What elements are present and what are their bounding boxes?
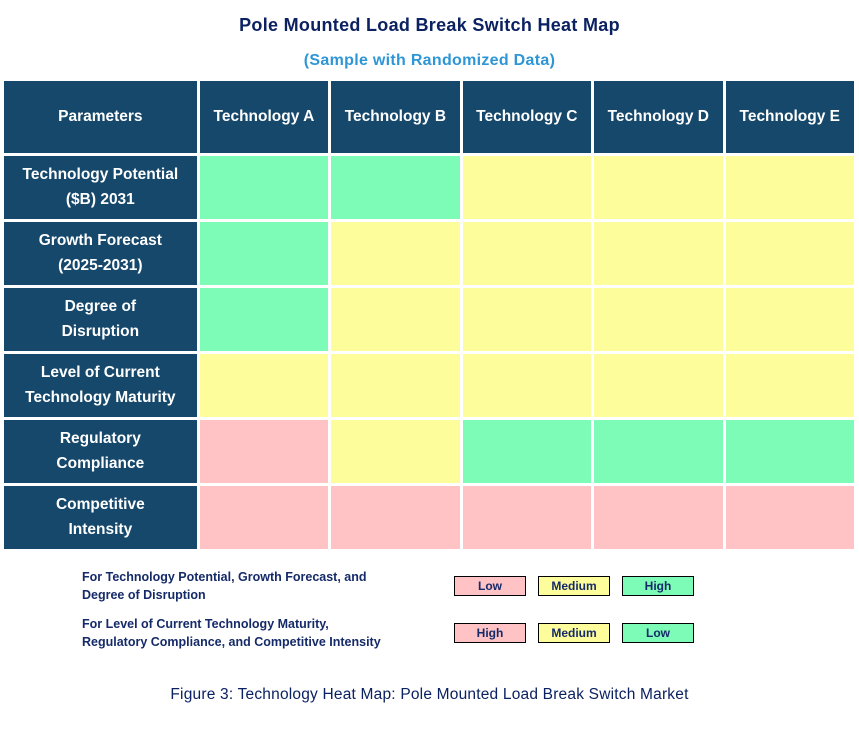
column-header-technology-a: Technology A	[199, 81, 329, 153]
row-label: Degree of Disruption	[4, 288, 197, 351]
heatmap-cell-high	[199, 222, 329, 285]
legend-group-label: For Technology Potential, Growth Forecas…	[82, 570, 367, 603]
heatmap-cell-medium	[199, 354, 329, 417]
column-header-technology-c: Technology C	[462, 81, 592, 153]
heatmap-cell-low	[199, 420, 329, 483]
heatmap-cell-medium	[331, 420, 460, 483]
heatmap-table: Parameters Technology A Technology B Techno…	[1, 78, 857, 552]
row-label: Level of Current Technology Maturity	[4, 354, 197, 417]
figure-caption: Figure 3: Technology Heat Map: Pole Moun…	[170, 685, 689, 703]
legend-swatch-high: High	[622, 576, 694, 597]
column-header-parameters: Parameters	[4, 81, 197, 153]
heatmap-cell-high	[594, 420, 723, 483]
heatmap-cell-low	[462, 486, 592, 549]
heatmap-cell-medium	[462, 354, 592, 417]
heatmap-cell-medium	[725, 222, 854, 285]
heatmap-cell-medium	[594, 156, 723, 219]
legend-swatch-low: Low	[454, 576, 526, 597]
heatmap-cell-low	[199, 486, 329, 549]
heatmap-cell-medium	[594, 354, 723, 417]
heatmap-cell-high	[331, 156, 460, 219]
row-label: Technology Potential ($B) 2031	[4, 156, 197, 219]
heatmap-cell-high	[199, 288, 329, 351]
heatmap-cell-medium	[725, 156, 854, 219]
heatmap-cell-low	[331, 486, 460, 549]
column-header-technology-e: Technology E	[725, 81, 854, 153]
table-row: Growth Forecast (2025-2031)	[4, 222, 854, 285]
heatmap-cell-medium	[331, 288, 460, 351]
legend-row: For Level of Current Technology Maturity…	[82, 615, 859, 651]
heatmap-cell-medium	[725, 354, 854, 417]
heatmap-head: Parameters Technology A Technology B Techno…	[4, 81, 854, 153]
heatmap-cell-high	[725, 420, 854, 483]
heatmap-cell-low	[725, 486, 854, 549]
legend-swatches: High Medium Low	[454, 623, 694, 644]
legend: For Technology Potential, Growth Forecas…	[82, 568, 859, 652]
heatmap-cell-medium	[462, 222, 592, 285]
legend-swatch-high: High	[454, 623, 526, 644]
legend-swatch-medium: Medium	[538, 623, 610, 644]
row-label: Growth Forecast (2025-2031)	[4, 222, 197, 285]
legend-row: For Technology Potential, Growth Forecas…	[82, 568, 859, 604]
legend-swatch-low: Low	[622, 623, 694, 644]
table-row: Level of Current Technology Maturity	[4, 354, 854, 417]
legend-group-label: For Level of Current Technology Maturity…	[82, 617, 381, 650]
heatmap-cell-medium	[725, 288, 854, 351]
row-label: Regulatory Compliance	[4, 420, 197, 483]
heatmap-cell-medium	[331, 354, 460, 417]
heatmap-cell-medium	[462, 156, 592, 219]
column-header-technology-b: Technology B	[331, 81, 460, 153]
heatmap-cell-high	[462, 420, 592, 483]
figure-title: Pole Mounted Load Break Switch Heat Map	[239, 15, 620, 35]
legend-swatches: Low Medium High	[454, 576, 694, 597]
table-row: Degree of Disruption	[4, 288, 854, 351]
heatmap-cell-medium	[594, 222, 723, 285]
column-header-technology-d: Technology D	[594, 81, 723, 153]
heatmap-cell-low	[594, 486, 723, 549]
table-row: Technology Potential ($B) 2031	[4, 156, 854, 219]
heatmap-cell-medium	[594, 288, 723, 351]
figure-root: Pole Mounted Load Break Switch Heat Map …	[0, 15, 859, 704]
heatmap-body: Technology Potential ($B) 2031 Growth Fore…	[4, 156, 854, 549]
figure-subtitle: (Sample with Randomized Data)	[303, 52, 556, 69]
row-label: Competitive Intensity	[4, 486, 197, 549]
table-row: Competitive Intensity	[4, 486, 854, 549]
header-row: Parameters Technology A Technology B Techno…	[4, 81, 854, 153]
heatmap-cell-medium	[331, 222, 460, 285]
heatmap-cell-high	[199, 156, 329, 219]
table-row: Regulatory Compliance	[4, 420, 854, 483]
legend-swatch-medium: Medium	[538, 576, 610, 597]
heatmap-cell-medium	[462, 288, 592, 351]
